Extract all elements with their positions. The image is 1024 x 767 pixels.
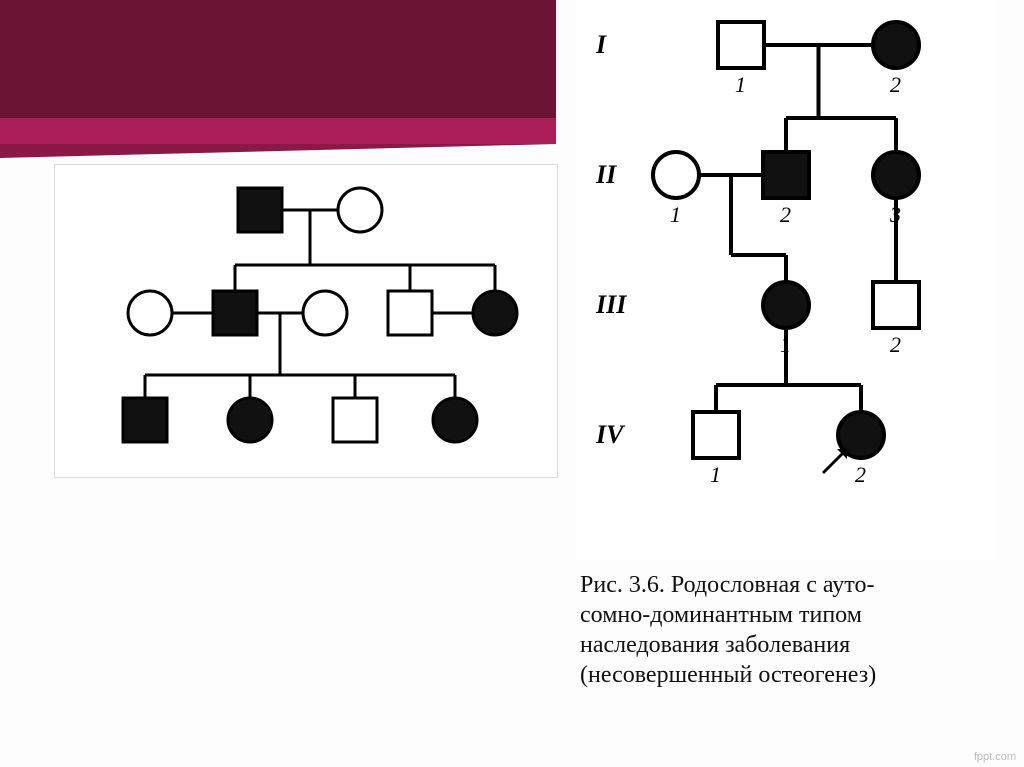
figure-caption: Рис. 3.6. Родословная с ауто- сомно-доми… [580, 570, 1010, 690]
pedigree-label: I [595, 30, 607, 59]
caption-line: наследования заболевания [580, 630, 1010, 660]
pedigree-label: 2 [780, 202, 791, 227]
pedigree-label: 2 [890, 72, 901, 97]
pedigree-node [693, 412, 739, 458]
pedigree-label: III [595, 290, 627, 319]
pedigree-node [128, 291, 172, 335]
pedigree-node [718, 22, 764, 68]
pedigree-node [333, 398, 377, 442]
pedigree-node [763, 152, 809, 198]
pedigree-node [303, 291, 347, 335]
left-pedigree-panel [54, 164, 558, 478]
caption-line: (несовершенный остеогенез) [580, 660, 1010, 690]
pedigree-label: 3 [889, 202, 901, 227]
pedigree-label: 1 [735, 72, 746, 97]
caption-line: Рис. 3.6. Родословная с ауто- [580, 570, 1010, 600]
pedigree-label: II [595, 160, 617, 189]
pedigree-label: 2 [890, 332, 901, 357]
left-pedigree-svg [55, 165, 557, 477]
slide-banner [0, 0, 556, 150]
pedigree-node [238, 188, 282, 232]
pedigree-node [388, 291, 432, 335]
pedigree-label: 1 [780, 332, 791, 357]
banner-shadow [0, 144, 556, 158]
pedigree-label: 1 [710, 462, 721, 487]
pedigree-node [433, 398, 477, 442]
pedigree-node [473, 291, 517, 335]
pedigree-node [873, 22, 919, 68]
pedigree-node [228, 398, 272, 442]
pedigree-label: 2 [855, 462, 866, 487]
pedigree-node [873, 152, 919, 198]
banner-strip [0, 118, 556, 144]
caption-line: сомно-доминантным типом [580, 600, 1010, 630]
pedigree-label: 1 [670, 202, 681, 227]
pedigree-node [123, 398, 167, 442]
pedigree-node [653, 152, 699, 198]
banner-top [0, 0, 556, 120]
pedigree-node [213, 291, 257, 335]
pedigree-node [763, 282, 809, 328]
right-pedigree-panel: IIIIIIIV121231212 [576, 0, 996, 560]
pedigree-node [873, 282, 919, 328]
watermark: fppt.com [974, 751, 1016, 763]
right-pedigree-svg: IIIIIIIV121231212 [576, 0, 996, 560]
pedigree-node [338, 188, 382, 232]
pedigree-label: IV [595, 420, 626, 449]
